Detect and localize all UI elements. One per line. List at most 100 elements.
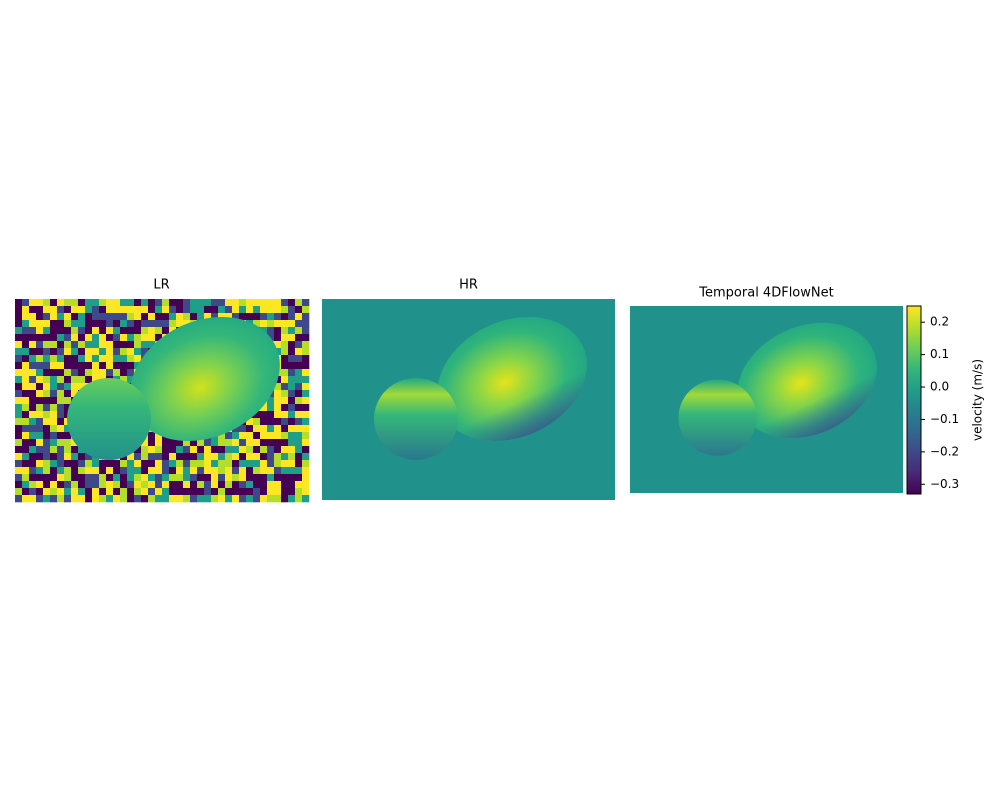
noise-pixel xyxy=(22,460,30,468)
noise-pixel xyxy=(281,383,289,391)
noise-pixel xyxy=(197,453,205,461)
noise-pixel xyxy=(43,404,51,412)
noise-pixel xyxy=(15,306,23,314)
noise-pixel xyxy=(295,425,303,433)
noise-pixel xyxy=(78,306,86,314)
image-panel xyxy=(322,299,615,500)
noise-pixel xyxy=(57,348,65,356)
noise-pixel xyxy=(57,453,65,461)
noise-pixel xyxy=(281,369,289,377)
noise-pixel xyxy=(36,390,44,398)
noise-pixel xyxy=(267,404,275,412)
noise-pixel xyxy=(246,446,254,454)
noise-pixel xyxy=(218,460,226,468)
noise-pixel xyxy=(29,306,37,314)
noise-pixel xyxy=(57,411,65,419)
noise-pixel xyxy=(211,495,219,503)
noise-pixel xyxy=(169,453,177,461)
noise-pixel xyxy=(162,453,170,461)
noise-pixel xyxy=(57,418,65,426)
noise-pixel xyxy=(134,481,142,489)
vessel-small xyxy=(374,378,458,460)
noise-pixel xyxy=(22,425,30,433)
noise-pixel xyxy=(64,376,72,384)
noise-pixel xyxy=(176,439,184,447)
noise-pixel xyxy=(162,439,170,447)
noise-pixel xyxy=(232,425,240,433)
noise-pixel xyxy=(120,334,128,342)
noise-pixel xyxy=(22,397,30,405)
noise-pixel xyxy=(260,446,268,454)
noise-pixel xyxy=(64,474,72,482)
noise-pixel xyxy=(267,446,275,454)
noise-pixel xyxy=(22,383,30,391)
noise-pixel xyxy=(288,404,296,412)
noise-pixel xyxy=(162,474,170,482)
noise-pixel xyxy=(295,397,303,405)
noise-pixel xyxy=(36,418,44,426)
noise-pixel xyxy=(225,460,233,468)
noise-pixel xyxy=(281,439,289,447)
noise-pixel xyxy=(302,369,310,377)
noise-pixel xyxy=(295,432,303,440)
noise-pixel xyxy=(141,299,149,307)
noise-pixel xyxy=(43,488,51,496)
noise-pixel xyxy=(29,341,37,349)
noise-pixel xyxy=(50,299,58,307)
noise-pixel xyxy=(260,488,268,496)
noise-pixel xyxy=(113,460,121,468)
noise-pixel xyxy=(36,362,44,370)
noise-pixel xyxy=(274,411,282,419)
noise-pixel xyxy=(78,488,86,496)
noise-pixel xyxy=(281,355,289,363)
noise-pixel xyxy=(43,453,51,461)
noise-pixel xyxy=(295,467,303,475)
noise-pixel xyxy=(57,320,65,328)
noise-pixel xyxy=(64,481,72,489)
noise-pixel xyxy=(162,306,170,314)
noise-pixel xyxy=(281,495,289,503)
noise-pixel xyxy=(71,460,79,468)
noise-pixel xyxy=(99,299,107,307)
noise-pixel xyxy=(22,467,30,475)
noise-pixel xyxy=(71,320,79,328)
noise-pixel xyxy=(155,495,163,503)
noise-pixel xyxy=(148,495,156,503)
noise-pixel xyxy=(78,334,86,342)
noise-pixel xyxy=(127,327,135,335)
noise-pixel xyxy=(253,425,261,433)
noise-pixel xyxy=(64,299,72,307)
noise-pixel xyxy=(43,383,51,391)
noise-pixel xyxy=(148,432,156,440)
noise-pixel xyxy=(127,334,135,342)
image-panel xyxy=(15,299,310,503)
noise-pixel xyxy=(36,306,44,314)
noise-pixel xyxy=(246,432,254,440)
noise-pixel xyxy=(64,334,72,342)
noise-pixel xyxy=(134,460,142,468)
noise-pixel xyxy=(99,369,107,377)
noise-pixel xyxy=(274,327,282,335)
panel-title: Temporal 4DFlowNet xyxy=(698,286,833,301)
noise-pixel xyxy=(274,418,282,426)
noise-pixel xyxy=(295,418,303,426)
noise-pixel xyxy=(141,474,149,482)
noise-pixel xyxy=(15,327,23,335)
noise-pixel xyxy=(239,460,247,468)
noise-pixel xyxy=(99,488,107,496)
noise-pixel xyxy=(295,453,303,461)
noise-pixel xyxy=(302,355,310,363)
noise-pixel xyxy=(106,467,114,475)
noise-pixel xyxy=(134,467,142,475)
noise-pixel xyxy=(162,313,170,321)
noise-pixel xyxy=(57,481,65,489)
noise-pixel xyxy=(15,481,23,489)
noise-pixel xyxy=(99,474,107,482)
noise-pixel xyxy=(22,341,30,349)
noise-pixel xyxy=(120,460,128,468)
noise-pixel xyxy=(239,439,247,447)
noise-pixel xyxy=(113,474,121,482)
noise-pixel xyxy=(99,460,107,468)
noise-pixel xyxy=(253,306,261,314)
noise-pixel xyxy=(204,495,212,503)
